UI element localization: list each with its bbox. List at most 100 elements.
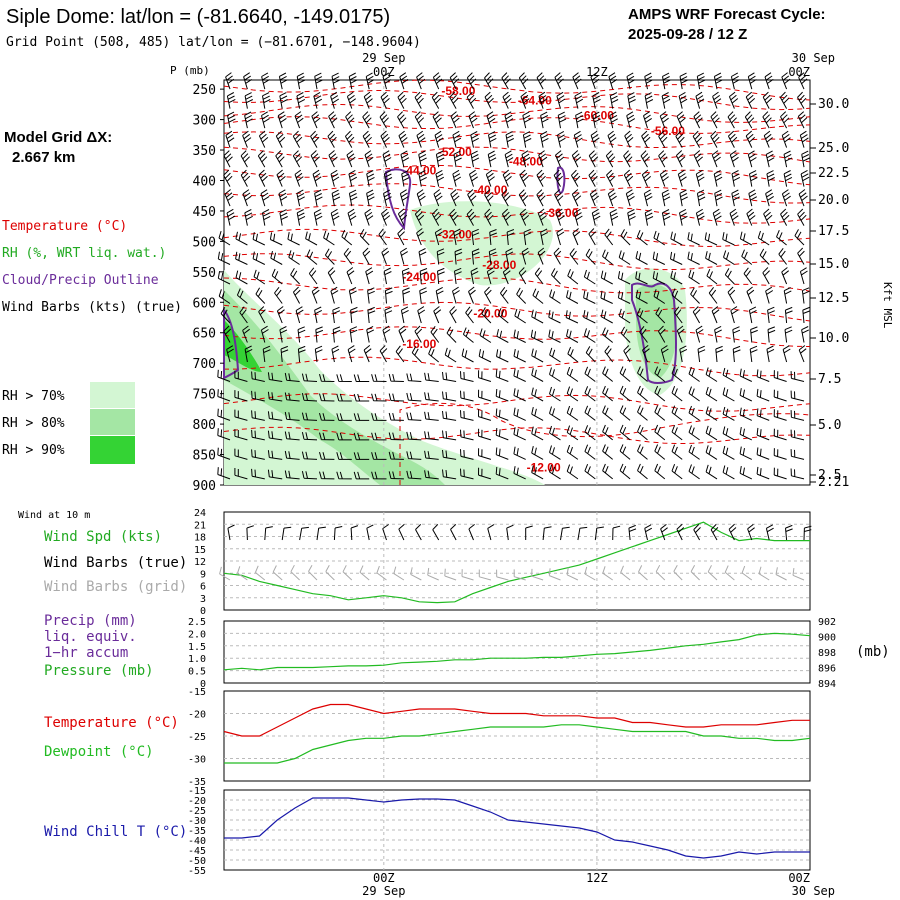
wind-barb [397, 228, 405, 246]
wind-barb [299, 526, 309, 541]
wind-barb [676, 523, 685, 541]
wind-barb [284, 470, 300, 480]
wind-barb [484, 91, 494, 109]
wind-barb [328, 150, 338, 168]
wind-barb [382, 325, 391, 343]
pressure-tick-label: 550 [193, 266, 216, 281]
legend-rh70-swatch [90, 382, 135, 408]
wind-barb [643, 111, 652, 129]
wind-barb [301, 412, 318, 421]
wind-barb [453, 150, 462, 168]
wind-barb [594, 526, 604, 541]
wind-barb [252, 251, 266, 265]
wind-barb [343, 247, 353, 265]
wind-barb [284, 411, 300, 421]
wind-barb [519, 208, 530, 226]
wind-barb [460, 390, 474, 402]
wind-barb [366, 170, 375, 187]
wind-barbs-true-label: Wind Barbs (true) [44, 555, 187, 571]
wind-barb [531, 387, 544, 402]
wind-barb [486, 111, 496, 129]
wind-barb [588, 169, 598, 187]
wind-barb [790, 410, 805, 421]
wind-barb [693, 150, 704, 168]
wind-barb [730, 72, 740, 90]
wind-barb [714, 189, 723, 207]
wind-barb [454, 267, 462, 285]
wind-barb [652, 251, 666, 265]
wind-barb [433, 189, 443, 207]
wind-barb [739, 466, 753, 480]
wind-barb [462, 327, 474, 343]
wind-barb [618, 308, 631, 324]
model-grid-label: Model Grid ΔX: [4, 129, 112, 146]
wind-barb [639, 325, 648, 343]
wind-barb [235, 251, 248, 265]
wind-barb [452, 286, 460, 304]
wind-barb [534, 267, 544, 285]
wind-barb [692, 130, 703, 148]
wind-barb [272, 565, 283, 581]
pressure-tick-label: 700 [193, 357, 216, 372]
wind-barb [353, 374, 370, 382]
wind-barb [258, 306, 266, 324]
wind-barb [427, 567, 439, 581]
wind-barb [436, 248, 445, 265]
legend-rh90-label: RH > 90% [2, 443, 65, 458]
wind-barb [566, 464, 579, 480]
wind-barb [442, 371, 457, 382]
wind-barb [722, 465, 735, 480]
wind-barb [798, 345, 807, 363]
wind-barb [435, 169, 445, 187]
wind-barb [444, 347, 457, 363]
wind-barb [687, 251, 700, 265]
wind-barb [469, 169, 478, 187]
panel-tick-label: 3 [200, 594, 206, 605]
wind-speed-label: Wind Spd (kts) [44, 529, 162, 545]
wind-barb [301, 431, 318, 441]
wind-barb [780, 208, 790, 226]
isotherm [223, 131, 811, 148]
wind-barb [468, 286, 476, 304]
wind-barb [330, 91, 340, 109]
wind-panel-top-label: Wind at 10 m [18, 510, 90, 521]
wind-barb [234, 448, 248, 460]
wind-barb [496, 569, 509, 581]
wind-barb [319, 412, 335, 421]
wind-barb [756, 466, 770, 480]
wind-barb [319, 451, 335, 460]
wind-barb [217, 408, 231, 421]
wind-barb [244, 209, 253, 226]
wind-barb [411, 346, 422, 363]
wind-barb [790, 371, 805, 382]
wind-barb [347, 208, 357, 226]
wind-barb [506, 524, 514, 541]
wind-barb [276, 169, 286, 187]
wind-barb [715, 345, 724, 363]
wind-barb [319, 373, 335, 382]
wind-barb [297, 326, 306, 343]
wind-barb [290, 564, 300, 581]
wind-barb [402, 287, 410, 304]
wind-barb [607, 130, 617, 148]
wind-barb [460, 410, 474, 421]
wind-barb [495, 388, 509, 402]
pressure-tick-label: 250 [193, 83, 216, 98]
wind-barb [226, 208, 236, 226]
wind-barb [776, 230, 787, 246]
wind-barb [277, 111, 287, 129]
wind-barb [345, 111, 355, 129]
rh-region [410, 201, 553, 286]
wind-barb [692, 306, 701, 324]
top-time-label: 12Z [586, 65, 608, 79]
wind-barb [296, 189, 305, 207]
wind-barb [678, 91, 688, 109]
wind-barb [739, 427, 753, 441]
wind-barb [505, 131, 515, 148]
wind-barb [442, 410, 457, 421]
wind-barb [676, 111, 686, 129]
wind-barb [741, 565, 753, 581]
wind-barb [398, 524, 405, 541]
wind-barb [365, 72, 375, 90]
wind-barb [758, 566, 770, 581]
